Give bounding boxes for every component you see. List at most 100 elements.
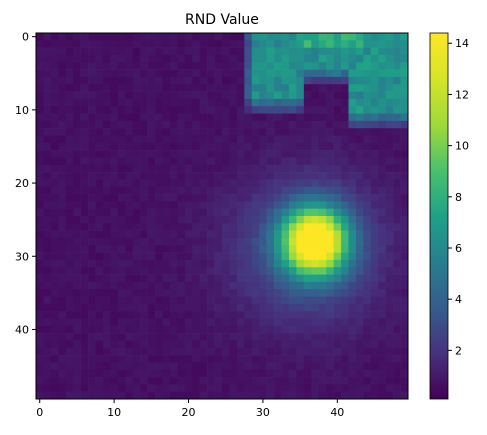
heatmap-cell	[177, 281, 186, 290]
heatmap-cell	[36, 157, 44, 166]
heatmap-cell	[281, 98, 290, 107]
heatmap-cell	[58, 47, 67, 56]
heatmap-cell	[36, 135, 44, 144]
heatmap-cell	[244, 40, 253, 48]
heatmap-cell	[102, 98, 111, 107]
heatmap-cell	[117, 62, 126, 70]
heatmap-cell	[58, 208, 67, 217]
heatmap-cell	[288, 40, 297, 48]
heatmap-cell	[236, 347, 245, 356]
heatmap-cell	[281, 340, 290, 349]
heatmap-cell	[80, 325, 89, 334]
heatmap-cell	[400, 150, 409, 158]
heatmap-cell	[155, 201, 163, 209]
heatmap-cell	[169, 186, 178, 195]
heatmap-cell	[229, 289, 238, 297]
heatmap-cell	[95, 355, 104, 363]
heatmap-cell	[259, 128, 267, 136]
heatmap-cell	[244, 369, 253, 378]
heatmap-cell	[192, 186, 200, 195]
heatmap-cell	[65, 355, 74, 363]
heatmap-cell	[110, 164, 119, 173]
heatmap-cell	[251, 230, 260, 239]
heatmap-cell	[355, 281, 364, 290]
heatmap-cell	[378, 76, 386, 85]
heatmap-cell	[274, 201, 282, 209]
heatmap-cell	[393, 296, 401, 305]
heatmap-cell	[229, 281, 238, 290]
heatmap-cell	[207, 128, 215, 136]
heatmap-cell	[155, 303, 163, 312]
heatmap-cell	[288, 340, 297, 349]
heatmap-cell	[95, 98, 104, 107]
heatmap-cell	[184, 237, 193, 246]
heatmap-cell	[341, 194, 349, 202]
heatmap-cell	[117, 237, 126, 246]
heatmap-cell	[207, 76, 215, 85]
heatmap-cell	[318, 384, 327, 392]
heatmap-cell	[281, 164, 290, 173]
heatmap-cell	[400, 237, 409, 246]
heatmap-cell	[125, 377, 134, 385]
heatmap-cell	[288, 69, 297, 78]
heatmap-cell	[326, 164, 334, 173]
heatmap-cell	[95, 245, 104, 253]
heatmap-cell	[318, 296, 327, 305]
heatmap-cell	[199, 245, 208, 253]
heatmap-cell	[177, 98, 186, 107]
heatmap-cell	[318, 172, 327, 180]
heatmap-cell	[102, 347, 111, 356]
heatmap-cell	[155, 230, 163, 239]
heatmap-cell	[192, 120, 200, 129]
heatmap-cell	[207, 62, 215, 70]
heatmap-cell	[385, 384, 394, 392]
heatmap-cell	[355, 274, 364, 283]
heatmap-cell	[348, 223, 357, 231]
heatmap-cell	[43, 172, 52, 180]
heatmap-cell	[65, 106, 74, 114]
heatmap-cell	[355, 223, 364, 231]
heatmap-cell	[259, 296, 267, 305]
heatmap-cell	[378, 369, 386, 378]
heatmap-cell	[326, 216, 334, 224]
heatmap-cell	[244, 120, 253, 129]
heatmap-cell	[355, 208, 364, 217]
heatmap-cell	[229, 274, 238, 283]
heatmap-cell	[125, 54, 134, 63]
heatmap-cell	[311, 98, 320, 107]
heatmap-cell	[177, 259, 186, 268]
heatmap-cell	[326, 120, 334, 129]
heatmap-cell	[363, 362, 372, 371]
heatmap-cell	[363, 84, 372, 92]
heatmap-cell	[274, 245, 282, 253]
heatmap-cell	[65, 128, 74, 136]
heatmap-cell	[177, 172, 186, 180]
heatmap-cell	[73, 303, 81, 312]
heatmap-cell	[296, 98, 305, 107]
heatmap-cell	[132, 62, 141, 70]
heatmap-cell	[125, 347, 134, 356]
heatmap-cell	[36, 164, 44, 173]
heatmap-cell	[110, 252, 119, 261]
heatmap-cell	[393, 340, 401, 349]
heatmap-cell	[169, 296, 178, 305]
heatmap-cell	[400, 259, 409, 268]
heatmap-cell	[251, 237, 260, 246]
heatmap-cell	[110, 340, 119, 349]
heatmap-cell	[296, 274, 305, 283]
heatmap-cell	[214, 384, 223, 392]
heatmap-cell	[162, 76, 171, 85]
heatmap-cell	[199, 267, 208, 275]
heatmap-cell	[169, 347, 178, 356]
heatmap-cell	[50, 62, 59, 70]
heatmap-cell	[117, 325, 126, 334]
heatmap-cell	[95, 157, 104, 166]
heatmap-cell	[214, 369, 223, 378]
heatmap-cell	[370, 201, 379, 209]
heatmap-cell	[36, 69, 44, 78]
heatmap-cell	[393, 245, 401, 253]
heatmap-cell	[155, 362, 163, 371]
heatmap-cell	[177, 223, 186, 231]
heatmap-cell	[95, 333, 104, 341]
heatmap-cell	[236, 194, 245, 202]
